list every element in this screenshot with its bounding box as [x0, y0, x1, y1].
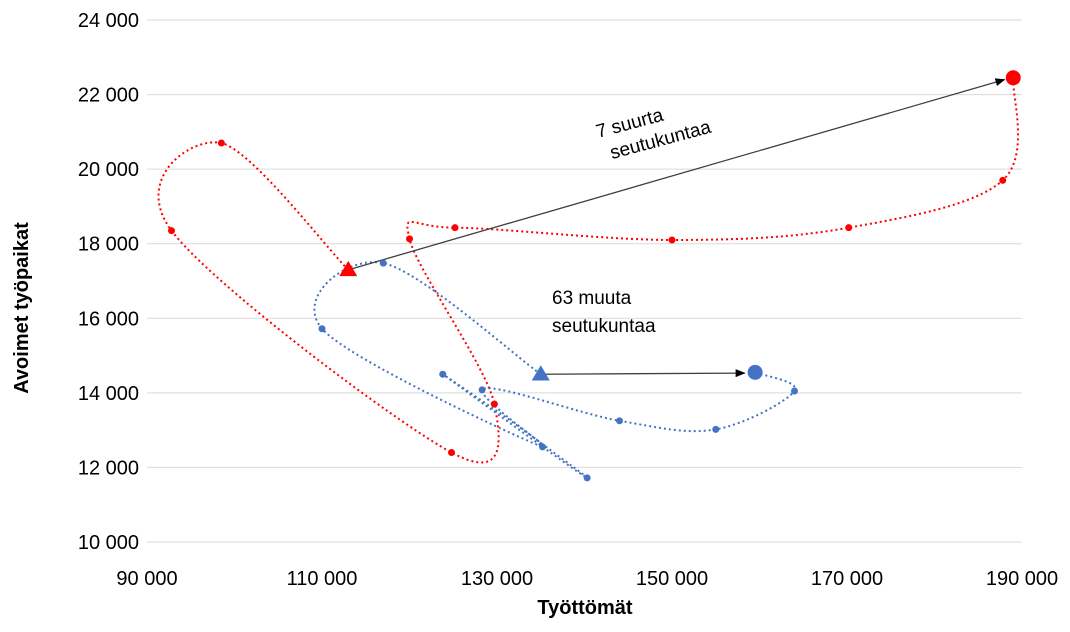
series-1-point — [616, 417, 623, 425]
series-lines — [157, 77, 1020, 479]
series-1-point — [539, 443, 546, 451]
series-0-point — [668, 236, 676, 244]
series-1-point — [791, 387, 798, 395]
series-1-point — [478, 386, 486, 394]
annotation-other-regions: 63 muuta seutukuntaa — [552, 288, 656, 337]
x-tick-label: 170 000 — [811, 568, 883, 590]
series-1-point — [379, 259, 387, 267]
annotation-other-regions-line1: 63 muuta — [552, 288, 632, 309]
series-1-point — [318, 325, 326, 333]
series-0-point — [490, 400, 498, 408]
series-1-end-point — [747, 364, 763, 380]
y-tick-label: 22 000 — [78, 85, 139, 107]
series-0-point — [168, 227, 175, 235]
x-tick-label: 150 000 — [636, 568, 708, 590]
series-0-point — [999, 176, 1007, 184]
series-line-0 — [157, 77, 1020, 464]
annotation-other-regions-line2: seutukuntaa — [552, 316, 656, 337]
x-tick-label: 110 000 — [287, 568, 358, 590]
arrows — [348, 78, 1006, 378]
y-tick-label: 10 000 — [78, 532, 139, 554]
x-tick-label: 130 000 — [461, 568, 533, 590]
x-tick-label: 190 000 — [986, 568, 1058, 590]
y-tick-label: 16 000 — [78, 308, 139, 330]
arrow-1 — [540, 369, 746, 378]
series-0-point — [451, 224, 459, 232]
series-0-point — [448, 449, 455, 457]
series-0-end-point — [1005, 70, 1021, 86]
series-0-point — [217, 139, 225, 147]
y-tick-label: 12 000 — [78, 457, 139, 479]
x-axis-title: Työttömät — [537, 597, 633, 619]
series-1-point — [439, 370, 447, 378]
series-line-1 — [313, 261, 797, 479]
series-markers — [168, 70, 1021, 482]
y-tick-label: 24 000 — [78, 10, 139, 32]
axes: 10 000 12 000 14 000 16 000 18 000 20 000 22 0… — [78, 10, 1058, 590]
series-1-start-triangle — [531, 365, 550, 381]
y-tick-label: 20 000 — [78, 159, 139, 181]
series-1-point — [583, 474, 591, 482]
annotation-large-regions: 7 suurta seutukuntaa — [594, 94, 714, 166]
series-1-point — [712, 425, 720, 433]
x-tick-label: 90 000 — [116, 568, 177, 590]
y-axis-title: Avoimet työpaikat — [11, 222, 33, 394]
series-0-point — [406, 235, 413, 243]
y-tick-label: 14 000 — [78, 383, 139, 405]
series-0-start-triangle — [339, 260, 358, 277]
gridlines — [147, 19, 1022, 543]
arrow-0 — [348, 78, 1006, 271]
y-tick-label: 18 000 — [78, 234, 139, 256]
series-0-point — [845, 224, 853, 232]
